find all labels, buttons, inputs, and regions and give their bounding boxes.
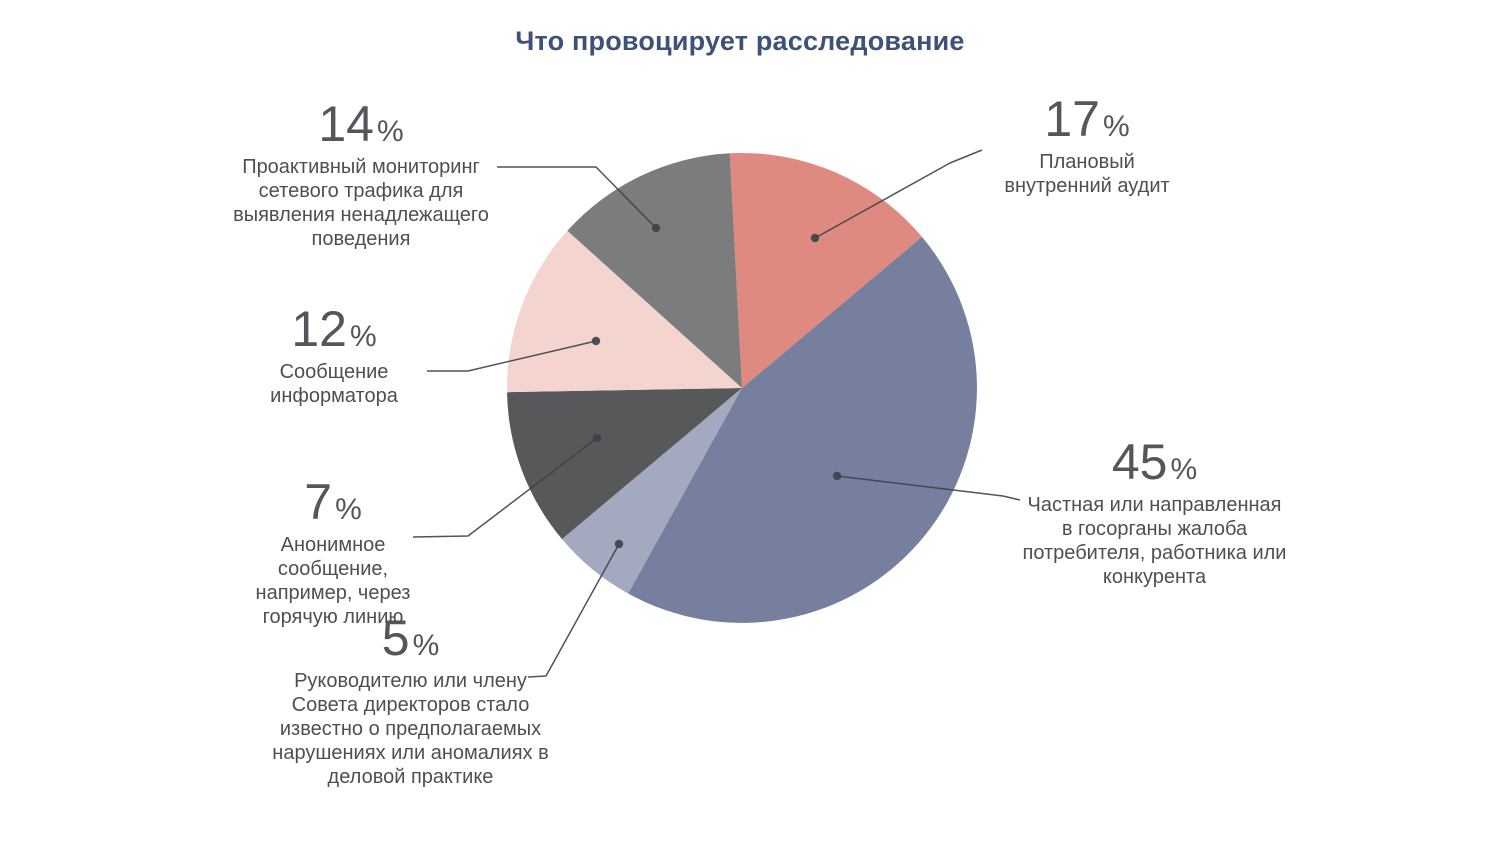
pie-slice-5-percent xyxy=(562,388,742,594)
percent-sign: % xyxy=(1102,110,1130,143)
callout-text-line: в госорганы жалоба xyxy=(1061,518,1248,540)
leader-dot xyxy=(651,223,661,233)
callout-text-line: Плановый xyxy=(1039,151,1135,173)
leader-lines xyxy=(412,149,1021,678)
leader-dot xyxy=(810,233,820,243)
callout-private-complaint: 45% Частная или направленная в госорганы… xyxy=(1012,436,1297,589)
percent-value: 45% xyxy=(1111,434,1198,490)
callout-text-line: сообщение, xyxy=(277,558,389,580)
pie-slice-14-percent xyxy=(567,153,742,388)
percent-value: 14% xyxy=(318,96,404,152)
pie-slice-17-percent xyxy=(729,152,922,388)
callout-text: Руководителю или члену Совета директоров… xyxy=(268,669,553,789)
callout-text-line: Частная или направленная xyxy=(1027,494,1282,516)
callout-text-line: например, через xyxy=(255,582,411,604)
callout-text-line: Проактивный мониторинг xyxy=(242,156,480,178)
percent-sign: % xyxy=(376,115,404,148)
callout-text-line: поведения xyxy=(311,228,411,250)
percent-sign: % xyxy=(412,629,440,662)
leader-dot xyxy=(592,433,602,443)
callout-text-line: конкурента xyxy=(1102,566,1207,588)
callout-text: Сообщение информатора xyxy=(234,360,434,408)
callout-informant-report: 12% Сообщение информатора xyxy=(234,303,434,408)
callout-text-line: Совета директоров стало xyxy=(291,694,530,716)
callout-text-line: Сообщение xyxy=(279,361,389,383)
leader-line xyxy=(497,166,657,229)
callout-board-member-aware: 5% Руководителю или члену Совета директо… xyxy=(268,612,553,789)
leader-dot xyxy=(614,539,624,549)
callout-text-line: Руководителю или члену xyxy=(294,670,527,692)
callout-text-line: Анонимное xyxy=(280,534,386,556)
percent-value: 12% xyxy=(291,301,377,357)
leader-line xyxy=(836,475,1021,501)
callout-text-line: сетевого трафика для xyxy=(258,180,464,202)
chart-title: Что провоцирует расследование xyxy=(515,26,965,56)
percent-value: 5% xyxy=(381,610,440,666)
callout-text: Проактивный мониторинг сетевого трафика … xyxy=(230,155,492,251)
callout-text-line: внутренний аудит xyxy=(1004,175,1170,197)
pie-slice-45-percent xyxy=(628,236,977,623)
pie-slice-12-percent xyxy=(506,230,742,393)
callout-text-line: выявления ненадлежащего xyxy=(233,204,489,226)
callout-text-line: потребителя, работника или xyxy=(1022,542,1287,564)
percent-sign: % xyxy=(335,493,362,526)
callout-text-line: известно о предполагаемых xyxy=(279,718,542,740)
pie-slice-7-percent xyxy=(507,388,742,540)
callout-text-line: нарушениях или аномалиях в xyxy=(272,742,549,764)
leader-line xyxy=(427,340,597,372)
percent-sign: % xyxy=(1170,453,1198,486)
percent-value: 17% xyxy=(1044,91,1130,147)
callout-text-line: деловой практике xyxy=(327,766,494,788)
percent-value: 7% xyxy=(304,474,362,530)
leader-line xyxy=(814,149,983,239)
callout-text: Плановый внутренний аудит xyxy=(957,150,1217,198)
callout-planned-internal-audit: 17% Плановый внутренний аудит xyxy=(957,93,1217,198)
callout-proactive-monitoring: 14% Проактивный мониторинг сетевого траф… xyxy=(230,98,492,251)
leader-line xyxy=(412,437,598,538)
callout-anonymous-hotline: 7% Анонимное сообщение, например, через … xyxy=(233,476,433,629)
pie-slices xyxy=(506,152,977,623)
leader-dot xyxy=(832,471,842,481)
callout-text: Анонимное сообщение, например, через гор… xyxy=(233,533,433,629)
callout-text-line: информатора xyxy=(270,385,398,407)
callout-text-line: горячую линию xyxy=(262,606,404,628)
leader-line xyxy=(527,543,620,678)
leader-dot xyxy=(591,336,601,346)
callout-text: Частная или направленная в госорганы жал… xyxy=(1012,493,1297,589)
percent-sign: % xyxy=(349,320,377,353)
